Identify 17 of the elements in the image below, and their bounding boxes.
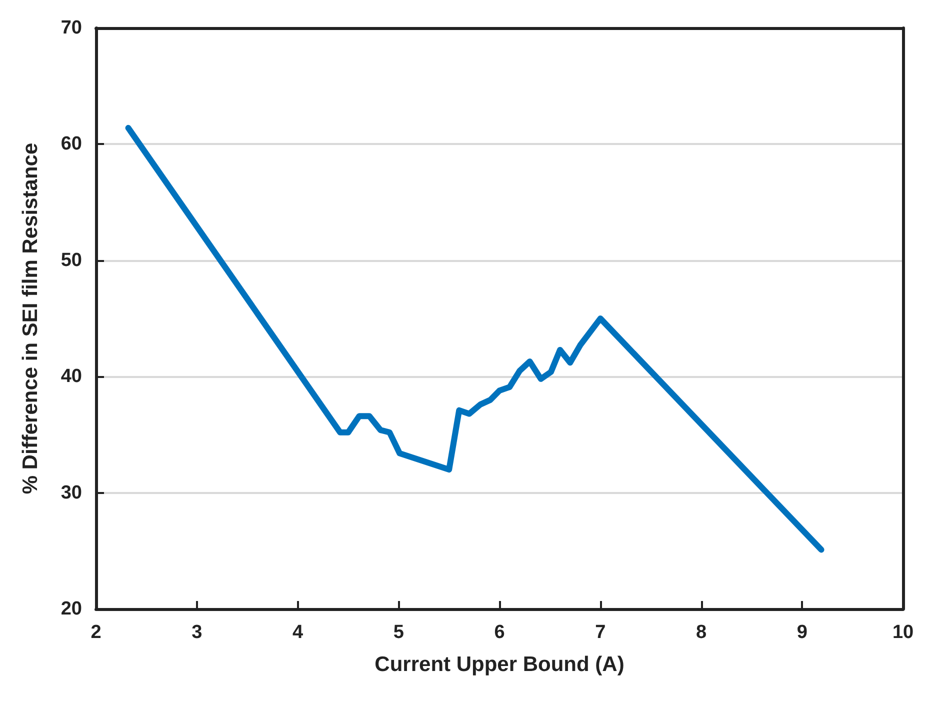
x-tick-label: 4 xyxy=(292,622,304,643)
x-tick-label: 10 xyxy=(892,622,914,643)
y-tick-label: 20 xyxy=(60,598,82,620)
x-tick-label: 9 xyxy=(796,622,808,643)
x-tick-label: 6 xyxy=(494,622,505,643)
x-tick-label: 2 xyxy=(90,622,102,643)
y-tick-label: 70 xyxy=(60,18,82,38)
y-tick-label: 50 xyxy=(60,250,82,271)
x-tick-label: 3 xyxy=(192,622,202,643)
x-tick-label: 7 xyxy=(595,622,606,643)
y-tick-label: 40 xyxy=(60,366,82,388)
y-tick-label: 60 xyxy=(60,134,82,155)
y-axis-title: % Difference in SEI film Resistance xyxy=(19,142,42,494)
y-tick-label: 30 xyxy=(60,482,82,504)
x-tick-label: 8 xyxy=(696,622,707,643)
x-tick-label: 5 xyxy=(393,622,404,643)
x-axis-title: Current Upper Bound (A) xyxy=(374,653,624,676)
